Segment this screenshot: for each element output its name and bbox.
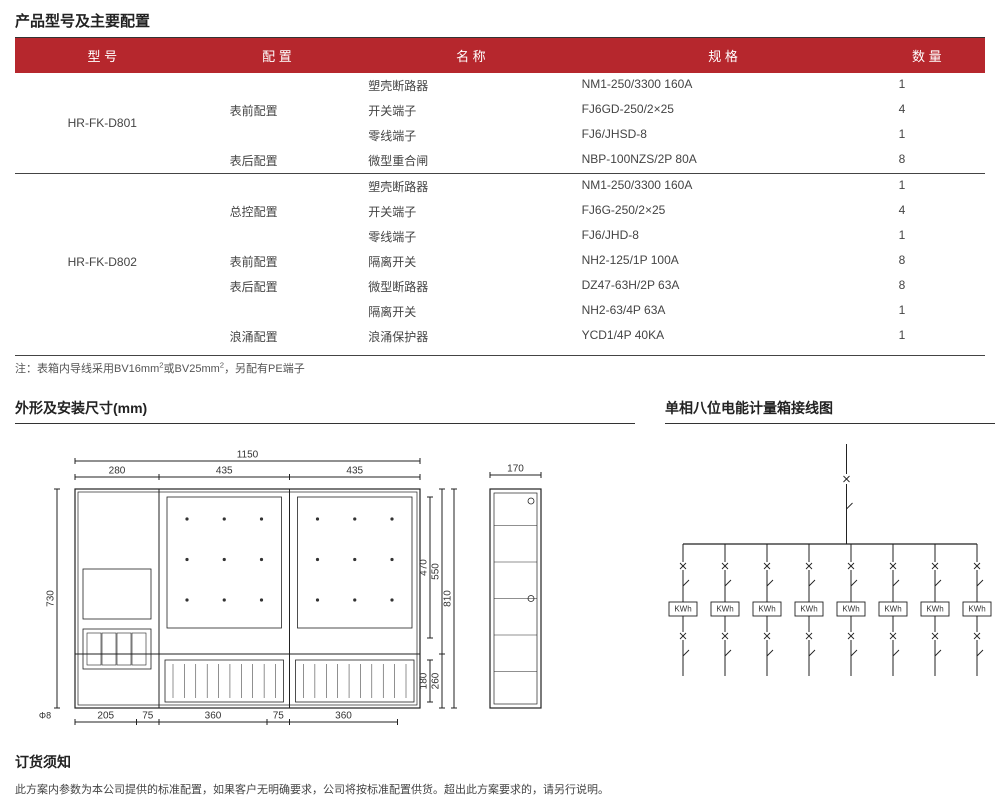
spec-cell: FJ6G-250/2×25: [578, 199, 869, 224]
config-cell: 表前配置: [190, 249, 365, 274]
table-header: 名 称: [364, 38, 577, 73]
svg-text:75: 75: [273, 711, 285, 722]
name-cell: 开关端子: [364, 199, 577, 224]
qty-cell: 4: [869, 199, 985, 224]
svg-text:KWh: KWh: [716, 605, 733, 614]
svg-text:435: 435: [346, 466, 363, 477]
dimension-diagram: 1150 280 435 435 730 Φ8 470550810 180260 205 75 36…: [15, 434, 635, 734]
svg-text:KWh: KWh: [926, 605, 943, 614]
svg-text:435: 435: [216, 466, 233, 477]
qty-cell: 1: [869, 299, 985, 324]
config-cell: [190, 73, 365, 98]
table-header: 配 置: [190, 38, 365, 73]
svg-text:360: 360: [335, 711, 352, 722]
config-cell: 表后配置: [190, 148, 365, 174]
config-cell: [190, 299, 365, 324]
config-cell: 表后配置: [190, 274, 365, 299]
svg-text:KWh: KWh: [674, 605, 691, 614]
config-cell: [190, 224, 365, 249]
svg-text:360: 360: [205, 711, 222, 722]
qty-cell: 1: [869, 73, 985, 98]
config-cell: 表前配置: [190, 98, 365, 123]
spec-cell: NM1-250/3300 160A: [578, 174, 869, 200]
spec-cell: DZ47-63H/2P 63A: [578, 274, 869, 299]
svg-text:75: 75: [142, 711, 154, 722]
section-title-wiring: 单相八位电能计量箱接线图: [665, 398, 995, 424]
name-cell: 隔离开关: [364, 249, 577, 274]
qty-cell: 8: [869, 148, 985, 174]
qty-cell: 1: [869, 224, 985, 249]
name-cell: 零线端子: [364, 224, 577, 249]
name-cell: 微型断路器: [364, 274, 577, 299]
table-row: HR-FK-D801塑壳断路器NM1-250/3300 160A1: [15, 73, 985, 98]
qty-cell: 8: [869, 249, 985, 274]
svg-text:KWh: KWh: [758, 605, 775, 614]
config-cell: [190, 174, 365, 200]
svg-text:260: 260: [431, 672, 442, 689]
qty-cell: 1: [869, 174, 985, 200]
name-cell: 隔离开关: [364, 299, 577, 324]
svg-text:170: 170: [507, 464, 524, 475]
name-cell: 塑壳断路器: [364, 174, 577, 200]
svg-text:470: 470: [419, 559, 430, 576]
name-cell: 塑壳断路器: [364, 73, 577, 98]
model-cell: HR-FK-D802: [15, 174, 190, 350]
name-cell: 微型重合闸: [364, 148, 577, 174]
svg-text:180: 180: [419, 672, 430, 689]
svg-text:810: 810: [443, 590, 454, 607]
qty-cell: 1: [869, 324, 985, 349]
svg-text:KWh: KWh: [842, 605, 859, 614]
spec-cell: NH2-125/1P 100A: [578, 249, 869, 274]
section-title-dimensions: 外形及安装尺寸(mm): [15, 398, 635, 424]
spec-table: 型 号配 置名 称规 格数 量 HR-FK-D801塑壳断路器NM1-250/3…: [15, 38, 985, 349]
table-header: 规 格: [578, 38, 869, 73]
svg-text:1150: 1150: [237, 450, 259, 461]
spec-cell: FJ6/JHSD-8: [578, 123, 869, 148]
model-cell: HR-FK-D801: [15, 73, 190, 174]
svg-text:KWh: KWh: [968, 605, 985, 614]
svg-text:Φ8: Φ8: [39, 710, 51, 720]
order-note-text: 此方案内参数为本公司提供的标准配置，如果客户无明确要求，公司将按标准配置供货。超…: [15, 781, 985, 797]
name-cell: 零线端子: [364, 123, 577, 148]
section-title-order: 订货须知: [15, 752, 985, 777]
qty-cell: 8: [869, 274, 985, 299]
svg-text:KWh: KWh: [800, 605, 817, 614]
spec-cell: NBP-100NZS/2P 80A: [578, 148, 869, 174]
table-header: 型 号: [15, 38, 190, 73]
spec-cell: NM1-250/3300 160A: [578, 73, 869, 98]
spec-cell: FJ6GD-250/2×25: [578, 98, 869, 123]
table-row: HR-FK-D802塑壳断路器NM1-250/3300 160A1: [15, 174, 985, 200]
config-cell: 总控配置: [190, 199, 365, 224]
svg-text:KWh: KWh: [884, 605, 901, 614]
qty-cell: 4: [869, 98, 985, 123]
spec-cell: FJ6/JHD-8: [578, 224, 869, 249]
section-title-spec: 产品型号及主要配置: [15, 10, 985, 38]
svg-text:280: 280: [109, 466, 126, 477]
wiring-diagram: KWh KWh KWh KWh KWh KWh KWh KWh: [665, 434, 995, 734]
svg-text:550: 550: [431, 563, 442, 580]
qty-cell: 1: [869, 123, 985, 148]
table-header: 数 量: [869, 38, 985, 73]
spec-cell: NH2-63/4P 63A: [578, 299, 869, 324]
config-cell: [190, 123, 365, 148]
spec-cell: YCD1/4P 40KA: [578, 324, 869, 349]
table-footnote: 注：表箱内导线采用BV16mm2或BV25mm2，另配有PE端子: [15, 355, 985, 376]
config-cell: 浪涌配置: [190, 324, 365, 349]
name-cell: 浪涌保护器: [364, 324, 577, 349]
name-cell: 开关端子: [364, 98, 577, 123]
svg-text:205: 205: [97, 711, 114, 722]
svg-text:730: 730: [46, 590, 57, 607]
